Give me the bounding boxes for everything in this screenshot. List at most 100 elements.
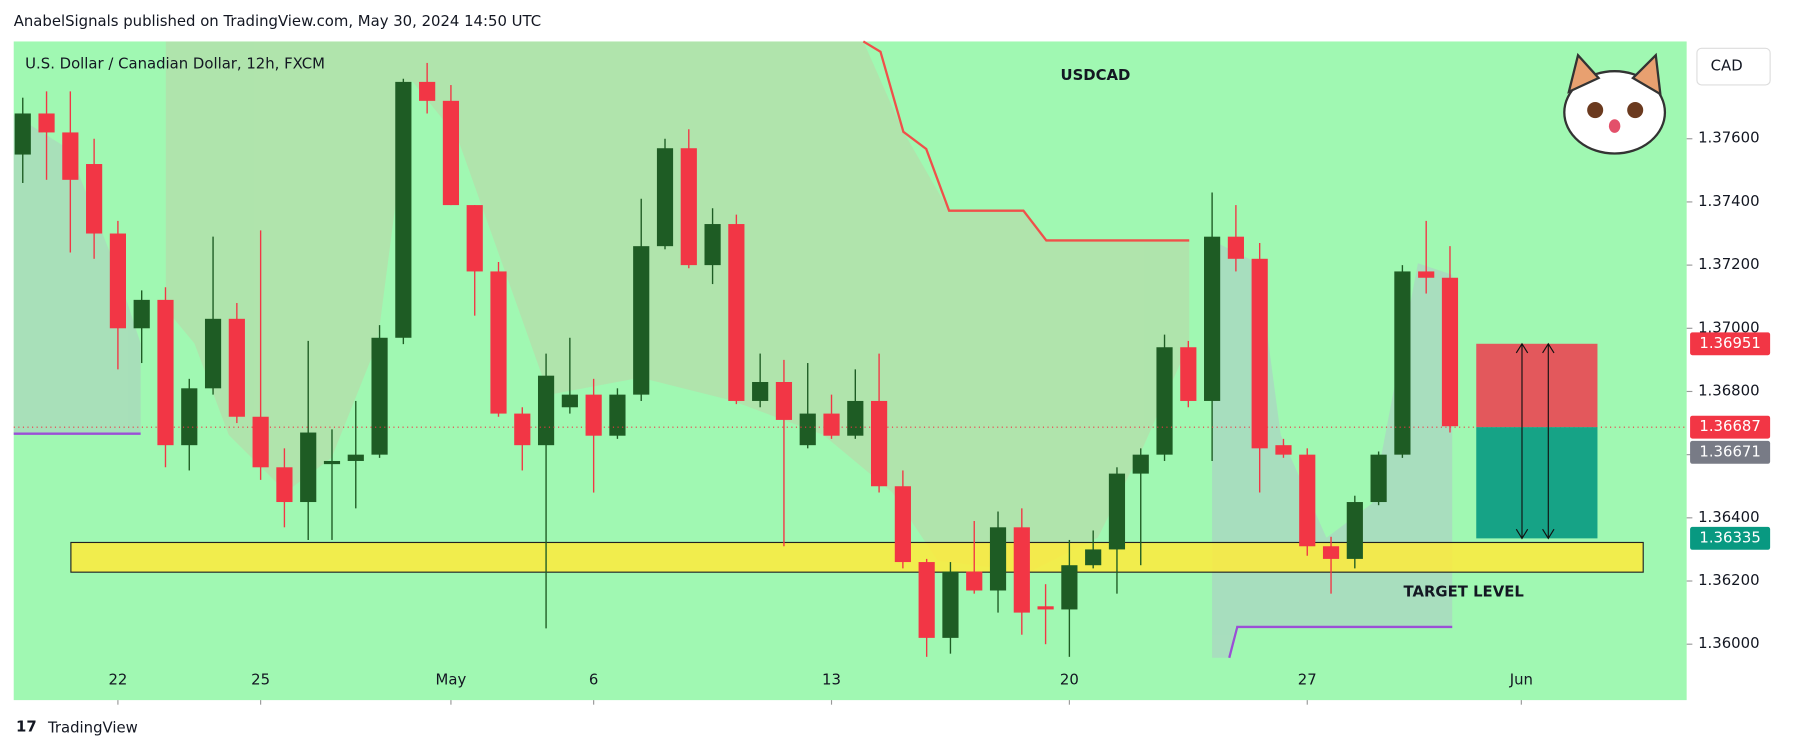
cat-ear	[1631, 52, 1662, 97]
chart-title: USDCAD	[1061, 66, 1131, 84]
candle-body	[300, 432, 317, 503]
candle-body	[1418, 271, 1435, 278]
candle-body	[419, 81, 436, 101]
publisher: AnabelSignals published on TradingView.c…	[14, 12, 541, 30]
trail-line	[862, 40, 1190, 242]
candle-body	[109, 233, 126, 329]
candle-body	[942, 571, 959, 638]
candle-body	[181, 388, 198, 446]
candle-body	[656, 148, 674, 247]
candle-body	[1156, 347, 1173, 455]
candle-body	[490, 271, 507, 414]
candle-body	[894, 486, 911, 563]
y-tick-label: 1.37400	[1698, 192, 1759, 210]
candle-body	[585, 394, 602, 436]
x-tick-label: 22	[108, 671, 127, 689]
cat-face	[1563, 70, 1667, 155]
candle-body	[1227, 236, 1244, 259]
candle-body	[514, 413, 531, 446]
candle-body	[204, 318, 222, 389]
candle-body	[609, 394, 626, 436]
x-tick-label: 6	[589, 671, 598, 689]
candle-body	[323, 460, 341, 465]
candle-body	[966, 571, 983, 591]
price-badge-label: 1.36335	[1699, 528, 1760, 546]
arrow-head	[1542, 528, 1555, 540]
candle-body	[1251, 258, 1268, 449]
currency-box[interactable]	[1696, 47, 1771, 86]
support-line	[1228, 625, 1453, 659]
candle-body	[561, 394, 578, 408]
candle-body	[1013, 527, 1030, 613]
candle-body	[347, 454, 364, 461]
candle-body	[704, 224, 721, 266]
annotation: TARGET LEVEL	[1404, 583, 1525, 601]
y-tick-label: 1.37200	[1698, 255, 1759, 273]
candle-body	[823, 413, 840, 436]
symbol: U.S. Dollar / Canadian Dollar, 12h, FXCM	[25, 54, 325, 72]
y-tick-label: 1.37000	[1698, 318, 1759, 336]
candle-body	[1204, 236, 1221, 401]
candle-body	[1394, 271, 1411, 455]
x-tick-label: 20	[1060, 671, 1079, 689]
y-tick-label: 1.36800	[1698, 381, 1759, 399]
candle-body	[1322, 546, 1340, 559]
candle-body	[371, 337, 388, 455]
price-badge	[1690, 415, 1771, 439]
candle-body	[395, 81, 412, 338]
x-tick-label: 13	[822, 671, 841, 689]
cat-mouth	[1608, 119, 1621, 133]
candle-body	[1299, 454, 1316, 547]
candle-body	[252, 416, 269, 468]
candle-body	[680, 148, 697, 266]
arrow-head	[1542, 342, 1555, 354]
candle-body	[38, 113, 55, 133]
mid-shade	[165, 41, 1190, 573]
candle-body	[86, 164, 103, 234]
candle-body	[633, 246, 650, 395]
price-badge-label: 1.36687	[1699, 417, 1760, 435]
price-badge-label: 1.36951	[1699, 334, 1760, 352]
candle-body	[871, 400, 888, 487]
candle-body	[989, 527, 1007, 591]
candle-body	[799, 413, 816, 446]
candle-body	[1370, 454, 1387, 503]
candle-body	[62, 132, 79, 180]
x-tick-label: Jun	[1509, 671, 1533, 689]
candle-body	[276, 467, 293, 503]
cat-ear	[1567, 52, 1601, 94]
price-badge	[1690, 526, 1771, 550]
y-tick-label: 1.36400	[1698, 508, 1759, 526]
stop-area	[1476, 343, 1598, 428]
price-badge	[1690, 440, 1771, 464]
currency[interactable]: CAD	[1711, 57, 1743, 75]
candle-body	[1346, 502, 1363, 559]
cat-eye	[1627, 102, 1644, 119]
candle-body	[1275, 445, 1292, 455]
candle-body	[442, 100, 460, 206]
candle-body	[1108, 473, 1126, 550]
candle-body	[1132, 454, 1149, 474]
left-shade	[13, 114, 141, 434]
candle-body	[752, 381, 769, 401]
price-badge-label: 1.36671	[1699, 442, 1760, 460]
y-tick-label: 1.36000	[1698, 634, 1759, 652]
candle-body	[1037, 606, 1054, 610]
logo: 17	[16, 718, 37, 736]
arrow-head	[1515, 342, 1529, 354]
candle-body	[14, 113, 31, 155]
mascot	[1563, 52, 1667, 155]
brand: TradingView	[47, 719, 138, 737]
candle-body	[133, 299, 150, 329]
candle-body	[1085, 549, 1102, 566]
price-badge	[1690, 332, 1771, 356]
target-zone	[70, 541, 1644, 573]
x-tick-label: 25	[251, 671, 270, 689]
x-tick-label: May	[436, 671, 467, 689]
cat-eye	[1587, 102, 1604, 119]
candle-body	[1180, 347, 1197, 401]
candle-body	[537, 375, 555, 446]
plot	[13, 62, 1687, 657]
candle-body	[1061, 565, 1078, 610]
